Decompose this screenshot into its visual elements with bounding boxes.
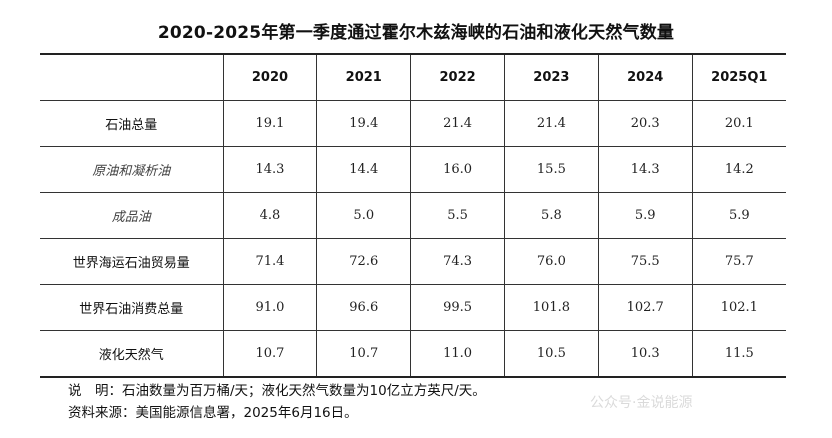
table-cell: 5.0	[316, 192, 411, 239]
table-cell: 76.0	[503, 238, 599, 285]
row-label-sub: 成品油	[40, 192, 224, 239]
table-cell: 21.4	[410, 100, 505, 147]
column-header: 2025Q1	[691, 53, 786, 101]
table-cell: 102.7	[597, 284, 693, 331]
table-title: 2020-2025年第一季度通过霍尔木兹海峡的石油和液化天然气数量	[157, 23, 675, 43]
table-cell: 21.4	[503, 100, 599, 147]
table-cell: 10.7	[316, 330, 411, 378]
table-cell: 19.1	[222, 100, 317, 147]
table-header-row: 2020 2021 2022 2023 2024 2025Q1	[40, 53, 786, 101]
column-header: 2020	[222, 53, 317, 101]
table-cell: 5.5	[410, 192, 505, 239]
table-cell: 72.6	[316, 238, 411, 285]
table-cell: 75.7	[691, 238, 786, 285]
table-cell: 14.3	[222, 146, 317, 193]
table-cell: 16.0	[410, 146, 505, 193]
table-cell: 20.1	[691, 100, 786, 147]
table-cell: 75.5	[597, 238, 693, 285]
table-row: 液化天然气 10.7 10.7 11.0 10.5 10.3 11.5	[40, 330, 786, 378]
table-notes: 说 明：石油数量为百万桶/天；液化天然气数量为10亿立方英尺/天。 资料来源：美…	[68, 380, 486, 424]
table-cell: 15.5	[503, 146, 599, 193]
table-cell: 5.9	[597, 192, 693, 239]
table-row: 石油总量 19.1 19.4 21.4 21.4 20.3 20.1	[40, 100, 786, 147]
column-header: 2022	[410, 53, 505, 101]
table-cell: 5.8	[503, 192, 599, 239]
table-cell: 74.3	[410, 238, 505, 285]
table-cell: 19.4	[316, 100, 411, 147]
header-corner	[40, 53, 224, 101]
column-header: 2021	[316, 53, 411, 101]
row-label: 液化天然气	[40, 330, 224, 378]
table-cell: 102.1	[691, 284, 786, 331]
column-header: 2023	[503, 53, 599, 101]
row-label-sub: 原油和凝析油	[40, 146, 224, 193]
table-cell: 14.4	[316, 146, 411, 193]
table-cell: 91.0	[222, 284, 317, 331]
table-cell: 14.2	[691, 146, 786, 193]
source-note: 资料来源：美国能源信息署，2025年6月16日。	[68, 405, 358, 421]
table-cell: 10.3	[597, 330, 693, 378]
table-cell: 10.5	[503, 330, 599, 378]
table-row: 原油和凝析油 14.3 14.4 16.0 15.5 14.3 14.2	[40, 146, 786, 193]
table-cell: 5.9	[691, 192, 786, 239]
row-label: 世界海运石油贸易量	[40, 238, 224, 285]
watermark: 公众号·金说能源	[590, 395, 693, 411]
table-row: 世界石油消费总量 91.0 96.6 99.5 101.8 102.7 102.…	[40, 284, 786, 331]
table-cell: 10.7	[222, 330, 317, 378]
table-cell: 20.3	[597, 100, 693, 147]
table-cell: 11.5	[691, 330, 786, 378]
data-table: 2020 2021 2022 2023 2024 2025Q1 石油总量 19.…	[40, 53, 786, 378]
table-row: 世界海运石油贸易量 71.4 72.6 74.3 76.0 75.5 75.7	[40, 238, 786, 285]
table-row: 成品油 4.8 5.0 5.5 5.8 5.9 5.9	[40, 192, 786, 239]
units-note: 说 明：石油数量为百万桶/天；液化天然气数量为10亿立方英尺/天。	[68, 383, 486, 399]
table-cell: 4.8	[222, 192, 317, 239]
row-label: 世界石油消费总量	[40, 284, 224, 331]
table-cell: 101.8	[503, 284, 599, 331]
column-header: 2024	[597, 53, 693, 101]
table-cell: 11.0	[410, 330, 505, 378]
row-label: 石油总量	[40, 100, 224, 147]
table-cell: 71.4	[222, 238, 317, 285]
table-cell: 14.3	[597, 146, 693, 193]
table-cell: 96.6	[316, 284, 411, 331]
table-cell: 99.5	[410, 284, 505, 331]
